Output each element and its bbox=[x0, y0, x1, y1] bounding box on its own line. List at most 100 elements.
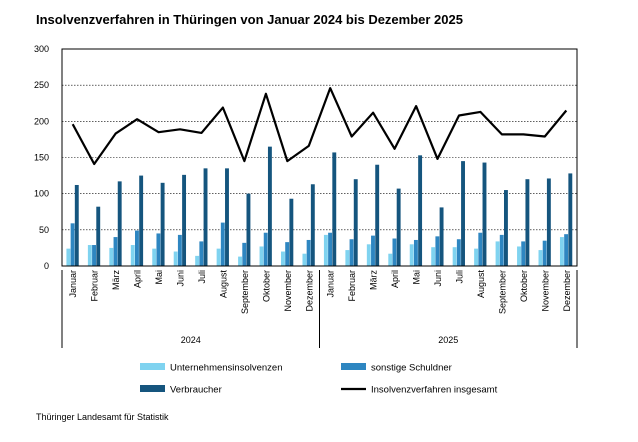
bar bbox=[332, 152, 337, 266]
x-tick-label: Dezember bbox=[562, 270, 572, 312]
bar bbox=[564, 234, 569, 266]
group-label: 2024 bbox=[181, 335, 201, 345]
bar bbox=[499, 234, 504, 266]
bar bbox=[182, 174, 187, 266]
bar bbox=[203, 168, 208, 266]
bar bbox=[225, 168, 229, 266]
bar bbox=[418, 155, 423, 266]
legend: Unternehmensinsolvenzen sonstige Schuldne… bbox=[140, 363, 498, 396]
x-tick-label: Januar bbox=[326, 270, 336, 298]
bar bbox=[220, 222, 225, 266]
y-tick-label: 300 bbox=[34, 44, 49, 54]
bar bbox=[375, 164, 380, 266]
bar bbox=[263, 232, 268, 266]
bar bbox=[177, 234, 182, 266]
y-tick-label: 200 bbox=[34, 116, 49, 126]
bar bbox=[242, 242, 247, 266]
x-tick-label: August bbox=[218, 270, 228, 299]
bar bbox=[439, 207, 444, 266]
y-tick-label: 50 bbox=[39, 225, 49, 235]
bar bbox=[328, 232, 333, 266]
bar bbox=[452, 247, 457, 266]
legend-label: Insolvenzverfahren insgesamt bbox=[371, 385, 498, 396]
bar bbox=[323, 234, 328, 266]
bar bbox=[199, 241, 204, 266]
bar bbox=[109, 247, 114, 266]
bar bbox=[156, 233, 161, 266]
bar bbox=[246, 193, 251, 266]
bar bbox=[66, 248, 71, 266]
y-tick-label: 100 bbox=[34, 189, 49, 199]
bar bbox=[461, 161, 465, 266]
x-tick-label: Oktober bbox=[261, 270, 271, 302]
x-tick-label: März bbox=[369, 270, 379, 290]
x-tick-label: April bbox=[390, 270, 400, 288]
bar bbox=[413, 239, 418, 266]
bar bbox=[139, 175, 144, 266]
bar bbox=[302, 253, 307, 266]
axis-layer: 0 50 100 150 200 250 300 Januar Februar März April… bbox=[34, 44, 578, 348]
x-tick-label: Juni bbox=[176, 270, 186, 287]
bar bbox=[96, 206, 101, 266]
bar bbox=[396, 188, 401, 266]
legend-label: sonstige Schuldner bbox=[371, 363, 452, 374]
x-tick-label: Januar bbox=[68, 270, 78, 298]
bar bbox=[366, 244, 371, 266]
x-tick-label: Februar bbox=[347, 270, 357, 302]
bar bbox=[538, 250, 543, 266]
bar bbox=[130, 245, 135, 266]
legend-swatch bbox=[140, 385, 165, 392]
plot-frame bbox=[61, 48, 578, 267]
y-tick-label: 250 bbox=[34, 80, 49, 90]
x-tick-label: August bbox=[476, 270, 486, 299]
bar bbox=[310, 184, 315, 266]
legend-label: Verbraucher bbox=[170, 385, 222, 396]
bar bbox=[259, 246, 264, 266]
bar bbox=[160, 182, 165, 266]
bar bbox=[306, 239, 311, 266]
x-tick-label: Juli bbox=[197, 270, 207, 284]
bar bbox=[478, 232, 483, 266]
bar bbox=[92, 245, 96, 266]
bar bbox=[281, 251, 285, 266]
x-tick-label: Dezember bbox=[304, 270, 314, 312]
bar bbox=[267, 146, 272, 266]
group-label: 2025 bbox=[438, 335, 458, 345]
x-tick-label: April bbox=[133, 270, 143, 288]
series-line bbox=[71, 86, 568, 166]
source-note: Thüringer Landesamt für Statistik bbox=[36, 412, 169, 422]
bar bbox=[74, 184, 79, 266]
bar bbox=[474, 248, 479, 266]
x-tick-label: September bbox=[497, 270, 507, 314]
bar bbox=[371, 235, 375, 266]
bar bbox=[546, 178, 551, 266]
line-layer bbox=[71, 86, 568, 166]
bar-layer bbox=[66, 146, 573, 266]
chart-title: Insolvenzverfahren in Thüringen von Janu… bbox=[36, 12, 463, 27]
bar bbox=[435, 236, 440, 266]
bar bbox=[289, 198, 294, 266]
bar bbox=[431, 247, 436, 266]
bar bbox=[285, 242, 290, 266]
bar bbox=[152, 248, 157, 266]
bar bbox=[503, 190, 508, 266]
x-tick-label: November bbox=[540, 270, 550, 312]
y-tick-label: 0 bbox=[44, 261, 49, 271]
bar bbox=[353, 179, 358, 266]
legend-swatch bbox=[341, 363, 366, 370]
bar bbox=[482, 162, 487, 266]
x-tick-label: Februar bbox=[90, 270, 100, 302]
y-tick-label: 150 bbox=[34, 153, 49, 163]
bar bbox=[456, 239, 461, 266]
bar bbox=[542, 240, 547, 266]
legend-swatch bbox=[140, 363, 165, 370]
x-tick-label: September bbox=[240, 270, 250, 314]
bar bbox=[517, 246, 521, 266]
bar bbox=[495, 241, 500, 266]
bar bbox=[173, 251, 178, 266]
bar bbox=[568, 173, 573, 266]
x-tick-label: November bbox=[283, 270, 293, 312]
x-tick-label: Mai bbox=[154, 270, 164, 285]
legend-label: Unternehmensinsolvenzen bbox=[170, 363, 282, 374]
